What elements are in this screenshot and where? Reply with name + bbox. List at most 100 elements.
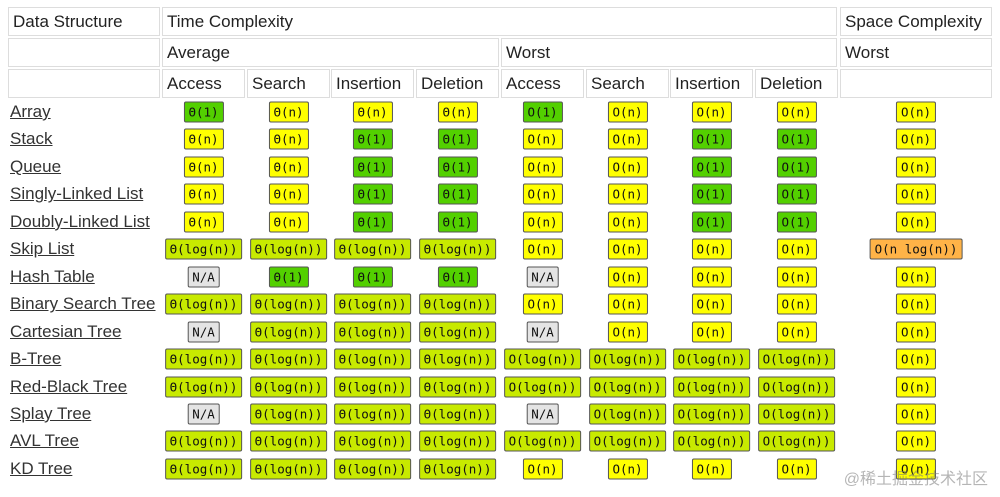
data-structure-link[interactable]: Stack [10,129,53,149]
complexity-badge: Θ(n) [268,101,309,123]
complexity-badge: O(log(n)) [672,430,751,452]
complexity-badge: Θ(log(n)) [164,376,243,397]
complexity-badge: Θ(1) [437,183,478,205]
header-cell: Search [247,69,330,98]
data-structure-link[interactable]: Doubly-Linked List [10,211,150,231]
complexity-badge: N/A [526,403,559,425]
complexity-badge: O(1) [691,128,732,150]
data-structure-link[interactable]: B-Tree [10,349,62,369]
complexity-badge: Θ(1) [183,101,224,123]
complexity-badge: O(n) [607,458,648,480]
complexity-badge: O(log(n)) [757,348,836,370]
header-cell: Access [501,69,584,98]
complexity-badge: Θ(log(n)) [418,238,497,260]
complexity-badge: Θ(log(n)) [249,321,328,343]
header-cell: Deletion [755,69,838,98]
header-cell: Average [162,38,499,67]
complexity-badge: O(n) [776,266,817,288]
complexity-badge: O(n) [895,266,937,288]
complexity-badge: Θ(log(n)) [164,458,243,480]
complexity-badge: O(log(n)) [757,430,836,452]
complexity-badge: Θ(n) [268,211,309,233]
complexity-badge: O(n) [522,238,563,260]
complexity-badge: O(log(n)) [757,403,836,425]
complexity-badge: Θ(1) [437,128,478,150]
complexity-badge: O(n) [776,238,817,260]
complexity-badge: Θ(n) [268,183,309,205]
data-structure-link[interactable]: KD Tree [10,458,73,478]
complexity-badge: Θ(log(n)) [249,430,328,452]
data-structure-link[interactable]: Red-Black Tree [10,376,128,396]
header-cell [840,69,992,98]
complexity-badge: O(n) [607,128,648,150]
complexity-badge: Θ(n) [437,101,478,123]
data-structure-link[interactable]: Skip List [10,239,75,259]
data-structure-link[interactable]: AVL Tree [10,431,79,451]
complexity-badge: O(log(n)) [588,430,667,452]
complexity-badge: Θ(1) [352,183,393,205]
complexity-badge: O(n) [691,101,732,123]
data-structure-link[interactable]: Binary Search Tree [10,294,156,314]
complexity-badge: Θ(log(n)) [249,458,328,480]
data-structure-link[interactable]: Splay Tree [10,403,92,423]
complexity-badge: O(log(n)) [672,403,751,425]
complexity-badge: O(n) [522,183,563,205]
complexity-badge: O(log(n)) [503,376,582,397]
complexity-badge: O(n) [895,348,937,370]
complexity-badge: O(1) [691,156,732,178]
complexity-badge: O(n) [522,156,563,178]
complexity-badge: Θ(1) [352,128,393,150]
data-structure-link[interactable]: Hash Table [10,266,95,286]
complexity-badge: O(n) [522,128,563,150]
complexity-badge: O(n) [895,211,937,233]
complexity-badge: Θ(1) [437,266,478,288]
header-cell: Deletion [416,69,499,98]
complexity-badge: O(log(n)) [503,430,582,452]
complexity-badge: O(n) [895,101,937,123]
data-structure-link[interactable]: Cartesian Tree [10,321,122,341]
complexity-badge: Θ(n) [268,128,309,150]
complexity-badge: Θ(n) [183,183,224,205]
complexity-badge: O(log(n)) [503,348,582,370]
complexity-badge: Θ(log(n)) [418,430,497,452]
complexity-badge: O(n) [691,458,732,480]
header-cell: Worst [501,38,837,67]
data-structure-link[interactable]: Singly-Linked List [10,184,144,204]
complexity-badge: Θ(log(n)) [249,403,328,425]
complexity-badge: O(n) [607,266,648,288]
complexity-badge: Θ(n) [183,128,224,150]
complexity-badge: O(n log(n)) [869,238,963,260]
complexity-badge: O(n) [607,101,648,123]
header-cell: Insertion [331,69,414,98]
complexity-badge: O(n) [895,293,937,315]
data-structure-link[interactable]: Array [10,102,51,121]
complexity-badge: O(n) [607,321,648,343]
complexity-badge: N/A [526,321,559,343]
data-structure-link[interactable]: Queue [10,156,62,176]
complexity-badge: Θ(log(n)) [418,321,497,343]
complexity-badge: O(n) [691,266,732,288]
complexity-badge: Θ(log(n)) [333,238,412,260]
complexity-badge: O(n) [522,293,563,315]
complexity-badge: O(n) [895,128,937,150]
complexity-badge: O(log(n)) [588,348,667,370]
complexity-badge: O(log(n)) [672,348,751,370]
header-cell: Data Structure [8,7,160,36]
complexity-badge: O(n) [522,458,563,480]
complexity-badge: O(n) [895,403,937,425]
complexity-badge: O(n) [607,211,648,233]
complexity-badge: N/A [526,266,559,288]
complexity-badge: Θ(log(n)) [249,293,328,315]
complexity-badge: Θ(1) [437,211,478,233]
complexity-badge: O(n) [895,183,937,205]
complexity-badge: Θ(log(n)) [418,293,497,315]
complexity-badge: O(1) [776,156,817,178]
complexity-badge: Θ(log(n)) [164,348,243,370]
complexity-badge: O(log(n)) [588,403,667,425]
complexity-badge: O(1) [776,183,817,205]
complexity-badge: Θ(log(n)) [333,321,412,343]
complexity-badge: O(n) [776,293,817,315]
complexity-badge: Θ(1) [352,156,393,178]
complexity-badge: Θ(1) [437,156,478,178]
